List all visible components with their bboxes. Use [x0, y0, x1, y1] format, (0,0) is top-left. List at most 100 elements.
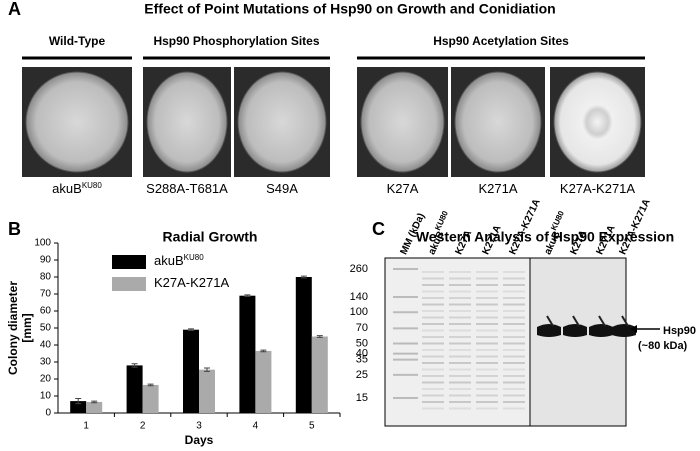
y-tick-label: 100	[34, 238, 51, 249]
legend-label-main: akuB	[154, 253, 184, 268]
band-smear	[621, 315, 629, 327]
bar	[311, 336, 328, 413]
arrow-head	[630, 325, 637, 333]
group-label: Hsp90 Phosphorylation Sites	[153, 34, 319, 48]
marker-label: 15	[356, 392, 368, 404]
chart-title: Radial Growth	[163, 229, 258, 245]
error-bar	[244, 294, 251, 298]
panel-letter: B	[8, 219, 21, 239]
annotation: (~80 kDa)	[638, 340, 688, 352]
y-tick-label: 70	[40, 289, 52, 300]
y-tick-label: 0	[45, 408, 51, 419]
y-tick-label: 10	[40, 391, 52, 402]
band-smear	[546, 315, 554, 327]
panel-letter: A	[8, 0, 21, 19]
marker-label: 140	[350, 291, 368, 303]
error-bar	[260, 349, 267, 353]
marker-label: 40	[356, 348, 368, 360]
y-tick-label: 50	[40, 323, 52, 334]
y-tick-label: 20	[40, 374, 52, 385]
plate-label-main: K27A-K271A	[560, 181, 635, 196]
bar	[142, 384, 159, 413]
legend-swatch	[112, 255, 146, 269]
legend-label-main: K27A-K271A	[154, 275, 229, 290]
marker-label: 50	[356, 337, 368, 349]
y-tick-label: 40	[40, 340, 52, 351]
error-bar	[75, 398, 82, 405]
hsp90-band	[537, 324, 561, 337]
plate-label: K27A	[387, 181, 419, 196]
bar	[126, 365, 143, 413]
marker-label: 25	[356, 369, 368, 381]
x-axis-label: Days	[185, 433, 214, 447]
plate-label-main: S288A-T681A	[146, 181, 228, 196]
error-bar	[91, 400, 98, 404]
marker-label: 100	[350, 306, 368, 318]
plate-label: K27A-K271A	[560, 181, 635, 196]
lane-label-main: K27A-K271A	[617, 197, 652, 256]
hsp90-band	[589, 324, 613, 337]
bar	[239, 295, 256, 413]
blot-left	[384, 257, 531, 427]
panel-c-title: Western Analysis of Hsp90 Expression	[416, 229, 674, 245]
error-bar	[188, 328, 194, 332]
bar	[70, 401, 87, 413]
plate	[454, 71, 542, 173]
error-bar	[300, 275, 307, 279]
y-tick-label: 60	[40, 306, 52, 317]
y-tick-label: 80	[40, 272, 52, 283]
plate-label: S288A-T681A	[146, 181, 228, 196]
legend-label-sup: KU80	[184, 253, 205, 262]
error-bar	[316, 335, 323, 338]
lane-label: K27A-K271A	[507, 197, 542, 256]
plate	[553, 71, 642, 173]
x-tick-label: 4	[253, 421, 259, 432]
plate	[25, 71, 129, 173]
marker-label: 70	[356, 322, 368, 334]
annotation: Hsp90	[663, 325, 696, 337]
band-smear	[598, 315, 606, 327]
plate-label-main: akuB	[52, 181, 82, 196]
legend-label: K27A-K271A	[154, 275, 229, 290]
bar	[183, 329, 199, 413]
bar	[86, 401, 103, 413]
band-smear	[572, 315, 580, 327]
x-tick-label: 1	[83, 421, 89, 432]
marker-label: 35	[356, 354, 368, 366]
y-tick-label: 90	[40, 255, 52, 266]
bar	[255, 350, 272, 413]
group-label: Wild-Type	[49, 34, 106, 48]
y-axis-label: Colony diameter	[6, 281, 20, 375]
y-tick-label: 30	[40, 357, 52, 368]
plate-label-main: S49A	[266, 181, 298, 196]
plate-label: S49A	[266, 181, 298, 196]
panel-letter: C	[372, 219, 385, 239]
x-tick-label: 3	[196, 421, 202, 432]
marker-label: 260	[350, 263, 368, 275]
plate	[146, 71, 228, 173]
y-axis-label: [mm]	[20, 313, 34, 342]
x-tick-label: 2	[140, 421, 146, 432]
plate	[360, 71, 445, 173]
lane-label: K27A-K271A	[617, 197, 652, 256]
error-bar	[147, 383, 154, 387]
plate-label: akuBKU80	[52, 181, 102, 197]
hsp90-band	[612, 324, 636, 337]
x-tick-label: 5	[309, 421, 315, 432]
plate-label: K271A	[478, 181, 517, 196]
lane-label-main: K27A-K271A	[507, 197, 542, 256]
bar	[295, 277, 312, 413]
legend-label: akuBKU80	[154, 253, 204, 269]
plate-label-sup: KU80	[82, 181, 103, 190]
error-bar	[131, 363, 138, 368]
hsp90-band	[563, 324, 587, 337]
plate	[237, 71, 327, 173]
legend-swatch	[112, 277, 146, 291]
plate-label-main: K27A	[387, 181, 419, 196]
group-label: Hsp90 Acetylation Sites	[433, 34, 569, 48]
panel-a-title: Effect of Point Mutations of Hsp90 on Gr…	[144, 1, 555, 17]
error-bar	[204, 367, 210, 372]
blot-right	[529, 257, 627, 427]
bar	[199, 369, 215, 413]
